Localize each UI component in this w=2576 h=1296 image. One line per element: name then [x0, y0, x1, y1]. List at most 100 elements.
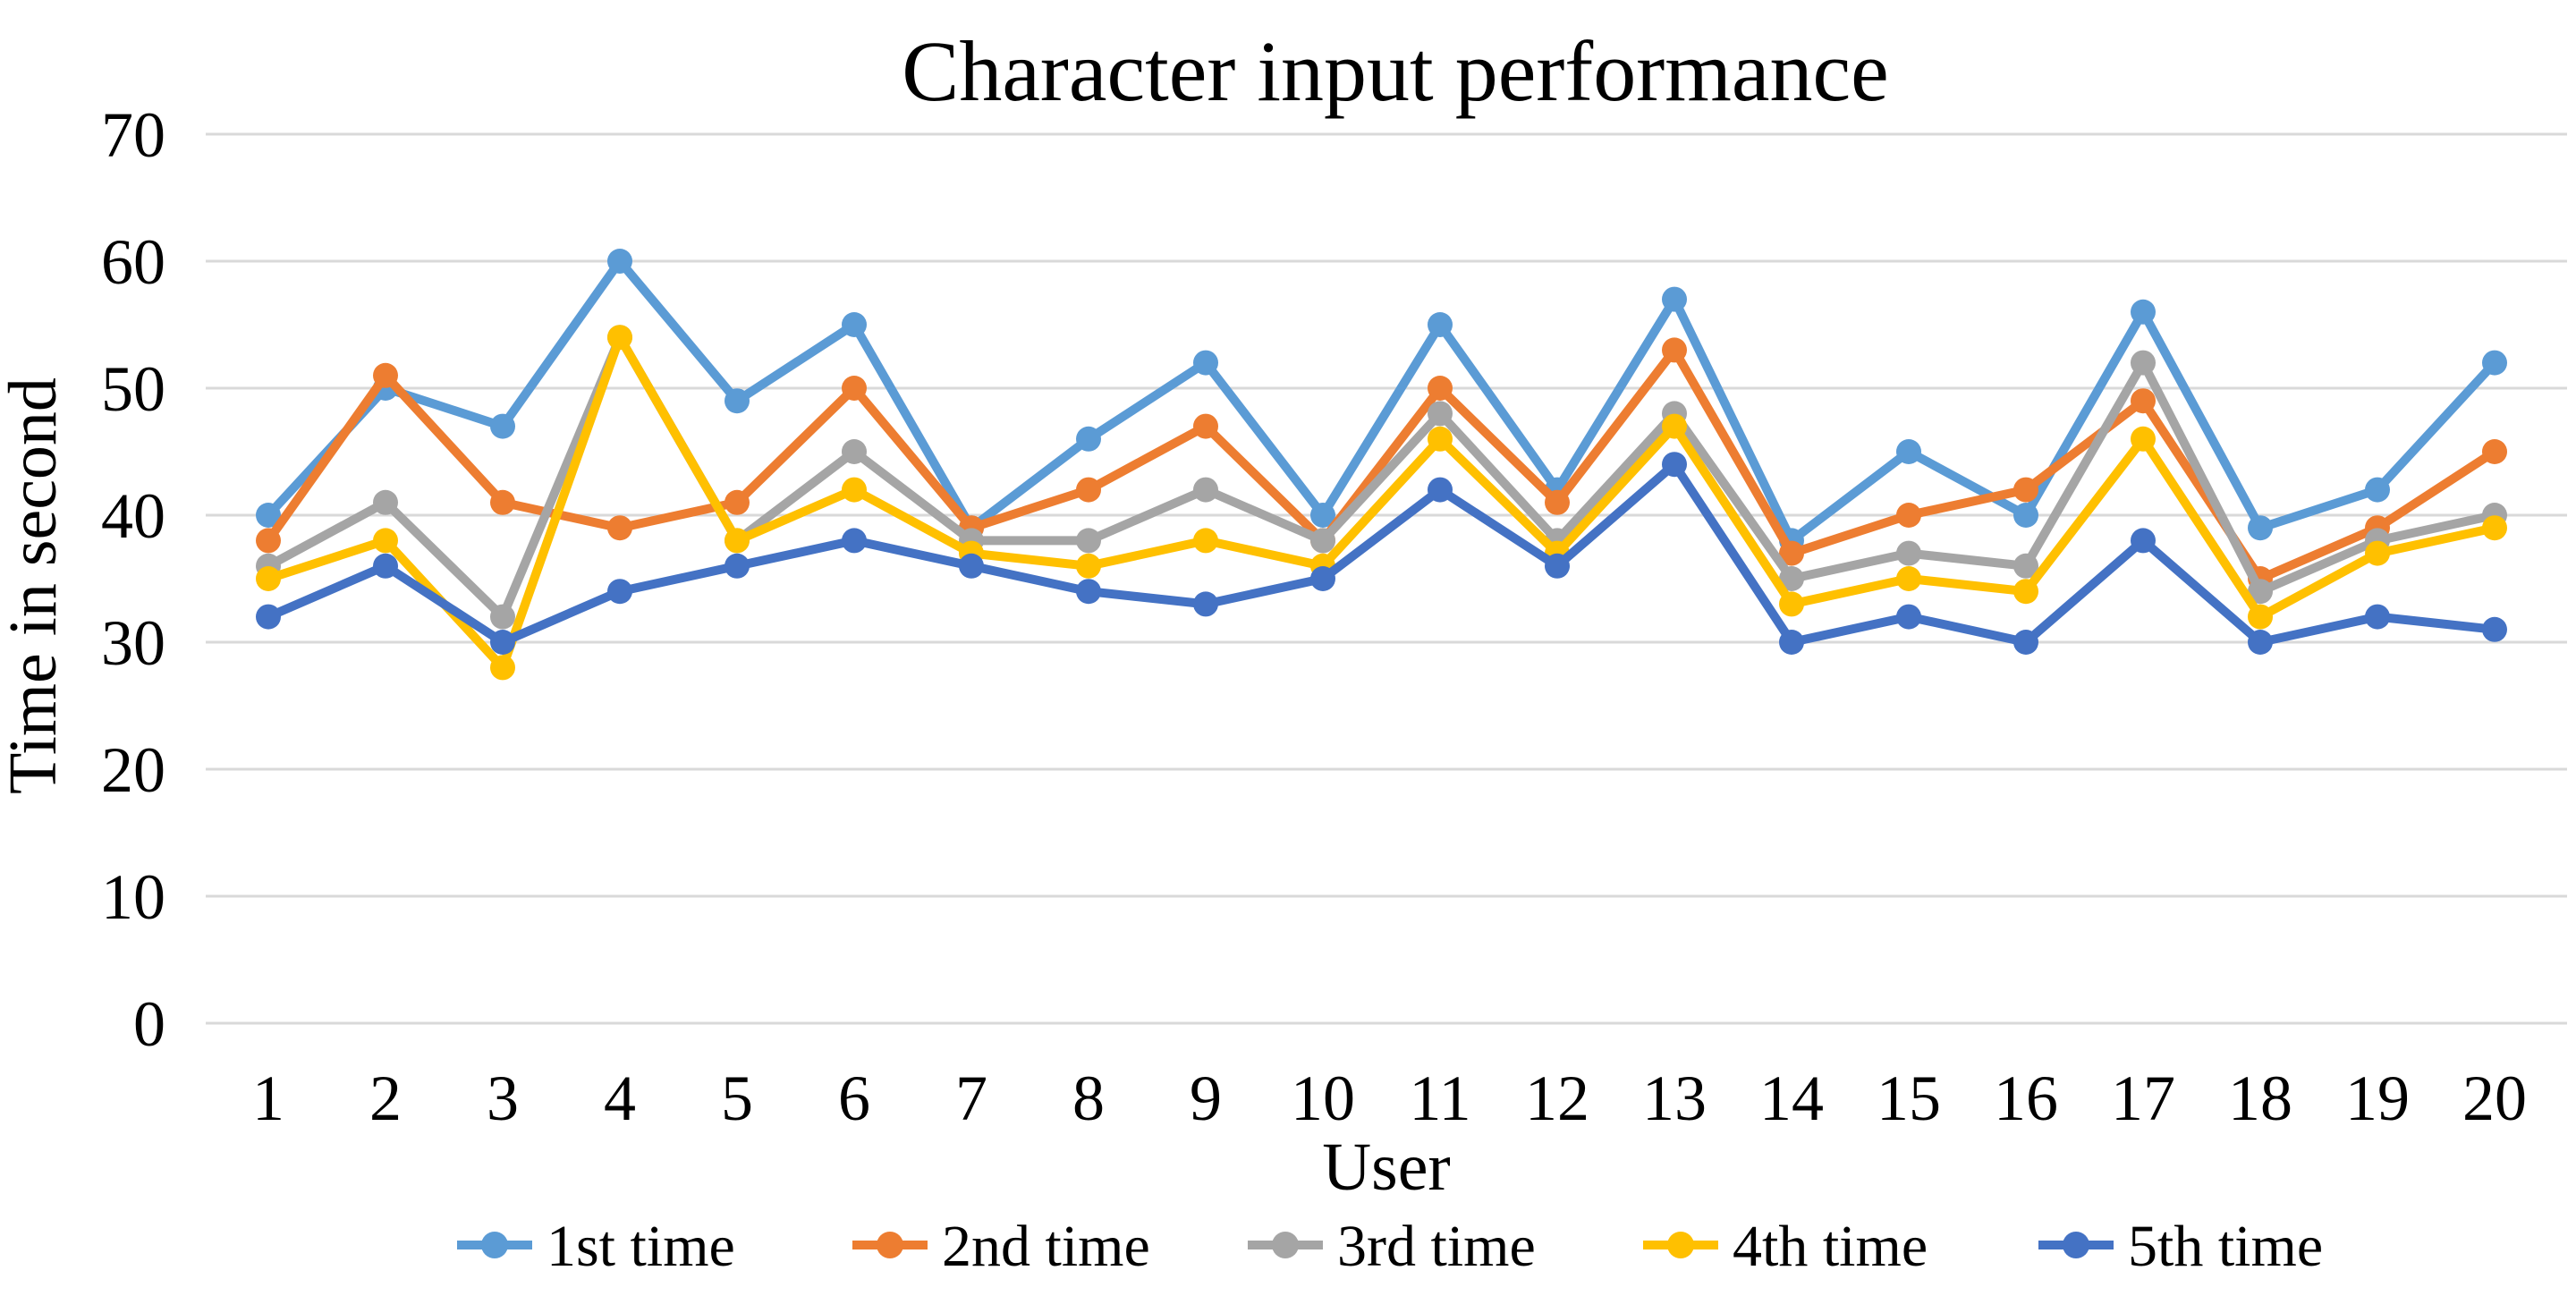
data-point-marker — [842, 312, 867, 337]
x-tick-17: 17 — [2111, 1063, 2175, 1134]
series-line — [264, 460, 2499, 647]
legend-marker-icon — [1667, 1232, 1694, 1258]
data-point-marker — [1193, 528, 1218, 554]
x-tick-9: 9 — [1190, 1063, 1222, 1134]
data-point-marker — [1779, 591, 1804, 617]
data-point-marker — [1193, 413, 1218, 439]
data-point-marker — [1428, 477, 1453, 503]
data-point-marker — [2482, 515, 2507, 541]
data-point-marker — [724, 528, 750, 554]
data-point-marker — [2013, 579, 2038, 605]
data-point-marker — [1076, 528, 1101, 554]
x-tick-2: 2 — [369, 1063, 402, 1134]
data-point-marker — [607, 249, 632, 274]
data-point-marker — [490, 489, 515, 515]
series-line — [264, 345, 2499, 583]
legend-label: 5th time — [2128, 1214, 2323, 1279]
data-point-marker — [1779, 540, 1804, 566]
chart-legend: 1st time 2nd time 3rd time 4th time 5th time — [457, 1214, 2323, 1279]
series-lines — [256, 249, 2507, 681]
legend-label: 4th time — [1733, 1214, 1928, 1279]
data-point-marker — [1662, 452, 1687, 478]
x-tick-10: 10 — [1291, 1063, 1355, 1134]
data-point-marker — [2248, 604, 2273, 630]
x-tick-18: 18 — [2228, 1063, 2292, 1134]
y-tick-labels: 0 10 20 30 40 50 60 70 — [101, 99, 165, 1060]
series-4th-time — [256, 325, 2507, 681]
legend-item-3rd-time: 3rd time — [1248, 1214, 1536, 1279]
x-tick-13: 13 — [1642, 1063, 1707, 1134]
data-point-marker — [2365, 604, 2390, 630]
data-point-marker — [1896, 503, 1921, 528]
data-point-marker — [2131, 299, 2156, 325]
data-point-marker — [1896, 439, 1921, 464]
gridlines — [206, 132, 2567, 1025]
data-point-marker — [1545, 553, 1570, 579]
x-tick-20: 20 — [2462, 1063, 2527, 1134]
data-point-marker — [1193, 350, 1218, 376]
data-point-marker — [1076, 426, 1101, 452]
data-point-marker — [724, 553, 750, 579]
data-point-marker — [1896, 566, 1921, 591]
data-point-marker — [842, 439, 867, 464]
data-point-marker — [2248, 630, 2273, 655]
legend-marker-icon — [1272, 1232, 1299, 1258]
y-axis-label: Time in second — [0, 377, 71, 794]
data-point-marker — [1428, 312, 1453, 337]
legend-item-5th-time: 5th time — [2038, 1214, 2323, 1279]
y-tick-0: 0 — [133, 988, 165, 1060]
data-point-marker — [1662, 286, 1687, 312]
series-5th-time — [256, 452, 2507, 655]
data-point-marker — [2482, 350, 2507, 376]
legend-marker-icon — [481, 1232, 508, 1258]
data-point-marker — [959, 553, 984, 579]
data-point-marker — [1310, 528, 1335, 554]
chart-title: Character input performance — [902, 23, 1888, 119]
y-tick-30: 30 — [101, 607, 165, 679]
data-point-marker — [1662, 413, 1687, 439]
data-point-marker — [2482, 616, 2507, 642]
x-tick-6: 6 — [838, 1063, 870, 1134]
data-point-marker — [1545, 489, 1570, 515]
data-point-marker — [1662, 337, 1687, 363]
data-point-marker — [2013, 553, 2038, 579]
legend-label: 3rd time — [1337, 1214, 1536, 1279]
y-tick-50: 50 — [101, 353, 165, 425]
data-point-marker — [1076, 553, 1101, 579]
data-point-marker — [2482, 439, 2507, 464]
y-tick-60: 60 — [101, 226, 165, 298]
data-point-marker — [724, 388, 750, 414]
data-point-marker — [2248, 515, 2273, 541]
data-point-marker — [256, 604, 281, 630]
x-axis-label: User — [1322, 1130, 1451, 1205]
data-point-marker — [2365, 540, 2390, 566]
data-point-marker — [1896, 604, 1921, 630]
data-point-marker — [1779, 630, 1804, 655]
data-point-marker — [1310, 566, 1335, 591]
data-point-marker — [1428, 401, 1453, 427]
x-tick-11: 11 — [1409, 1063, 1470, 1134]
y-tick-70: 70 — [101, 99, 165, 171]
x-tick-15: 15 — [1877, 1063, 1941, 1134]
data-point-marker — [1193, 477, 1218, 503]
data-point-marker — [373, 553, 398, 579]
data-point-marker — [2013, 503, 2038, 528]
data-point-marker — [1896, 540, 1921, 566]
data-point-marker — [1310, 503, 1335, 528]
x-tick-12: 12 — [1525, 1063, 1589, 1134]
data-point-marker — [490, 604, 515, 630]
data-point-marker — [2365, 477, 2390, 503]
series-line — [264, 257, 2499, 546]
x-tick-3: 3 — [487, 1063, 519, 1134]
data-point-marker — [373, 528, 398, 554]
data-point-marker — [2131, 426, 2156, 452]
legend-item-2nd-time: 2nd time — [852, 1214, 1150, 1279]
x-tick-8: 8 — [1072, 1063, 1105, 1134]
data-point-marker — [842, 528, 867, 554]
x-tick-1: 1 — [252, 1063, 284, 1134]
data-point-marker — [2131, 388, 2156, 414]
data-point-marker — [1076, 477, 1101, 503]
x-tick-14: 14 — [1759, 1063, 1824, 1134]
data-point-marker — [724, 489, 750, 515]
